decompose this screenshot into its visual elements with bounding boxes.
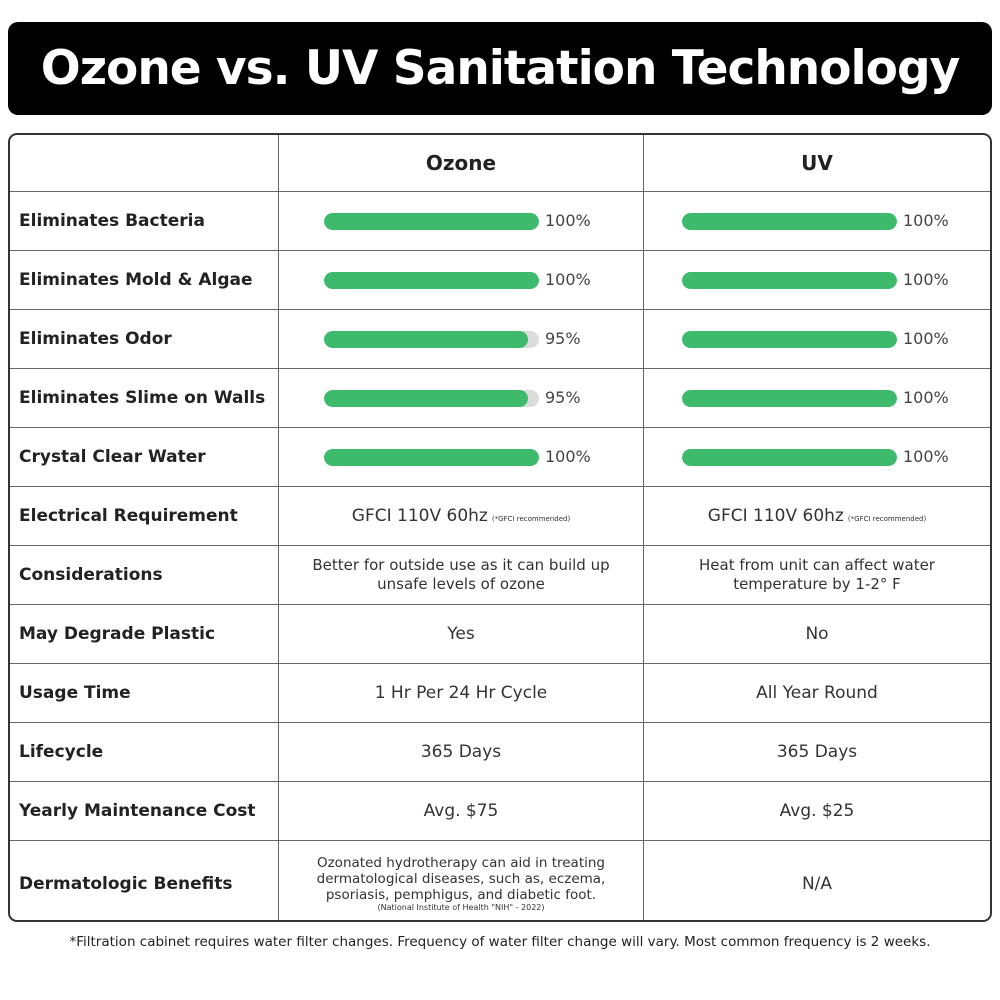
- bar: [324, 330, 529, 348]
- cell-note: (*GFCI recommended): [491, 514, 571, 523]
- value-cell: Yes: [279, 605, 644, 664]
- value-cell: 100%: [644, 428, 990, 487]
- cell-text: Yes: [447, 623, 475, 644]
- cell-text: GFCI 110V 60hz: [707, 505, 844, 526]
- cell-text: 1 Hr Per 24 Hr Cycle: [374, 682, 548, 703]
- bar-track: [324, 212, 539, 230]
- value-label: 95%: [545, 328, 581, 348]
- value-cell: 100%: [644, 251, 990, 310]
- value-cell: 1 Hr Per 24 Hr Cycle: [279, 664, 644, 723]
- cell-text: Heat from unit can affect water temperat…: [699, 555, 935, 594]
- cell-text: Avg. $25: [779, 800, 855, 821]
- bar-track: [682, 271, 897, 289]
- value-cell: All Year Round: [644, 664, 990, 723]
- bar: [324, 212, 539, 230]
- cell-text: Better for outside use as it can build u…: [312, 555, 610, 594]
- title: Ozone vs. UV Sanitation Technology: [8, 22, 992, 115]
- row-label: Crystal Clear Water: [10, 428, 279, 487]
- bar: [682, 330, 897, 348]
- value-label: 100%: [545, 269, 591, 289]
- cell-text: All Year Round: [756, 682, 878, 703]
- value-label: 100%: [545, 210, 591, 230]
- cell-text: 365 Days: [420, 741, 502, 762]
- bar-track: [324, 330, 539, 348]
- value-label: 100%: [903, 210, 949, 230]
- row-label: Electrical Requirement: [10, 487, 279, 546]
- value-cell: GFCI 110V 60hz (*GFCI recommended): [279, 487, 644, 546]
- value-cell: Ozonated hydrotherapy can aid in treatin…: [279, 841, 644, 920]
- value-cell: 365 Days: [279, 723, 644, 782]
- column-header: UV: [644, 135, 990, 192]
- bar-track: [324, 389, 539, 407]
- value-label: 100%: [903, 328, 949, 348]
- bar: [682, 389, 897, 407]
- column-header: Ozone: [279, 135, 644, 192]
- bar: [324, 448, 539, 466]
- value-cell: 100%: [279, 251, 644, 310]
- bar-track: [324, 271, 539, 289]
- bar: [682, 448, 897, 466]
- cell-text: Ozonated hydrotherapy can aid in treatin…: [316, 854, 606, 903]
- cell-text: Avg. $75: [423, 800, 499, 821]
- value-cell: Avg. $75: [279, 782, 644, 841]
- row-label: May Degrade Plastic: [10, 605, 279, 664]
- value-cell: Heat from unit can affect water temperat…: [644, 546, 990, 605]
- value-cell: 100%: [279, 192, 644, 251]
- value-cell: 100%: [279, 428, 644, 487]
- row-label: Considerations: [10, 546, 279, 605]
- bar-track: [682, 448, 897, 466]
- value-cell: Avg. $25: [644, 782, 990, 841]
- value-cell: 100%: [644, 192, 990, 251]
- bar: [682, 271, 897, 289]
- bar: [324, 271, 539, 289]
- comparison-table: Ozone UV Eliminates Bacteria 100% 100% Elimin…: [8, 133, 992, 922]
- bar: [324, 389, 529, 407]
- bar-track: [324, 448, 539, 466]
- value-label: 95%: [545, 387, 581, 407]
- value-label: 100%: [903, 446, 949, 466]
- header-blank: [10, 135, 279, 192]
- row-label: Usage Time: [10, 664, 279, 723]
- value-cell: 95%: [279, 369, 644, 428]
- value-cell: GFCI 110V 60hz (*GFCI recommended): [644, 487, 990, 546]
- value-cell: No: [644, 605, 990, 664]
- cell-source: (National Institute of Health "NIH" - 20…: [377, 903, 545, 913]
- bar-track: [682, 389, 897, 407]
- value-cell: Better for outside use as it can build u…: [279, 546, 644, 605]
- cell-text: 365 Days: [776, 741, 858, 762]
- value-cell: 100%: [644, 310, 990, 369]
- footnote: *Filtration cabinet requires water filte…: [69, 934, 931, 950]
- row-label: Eliminates Mold & Algae: [10, 251, 279, 310]
- value-cell: 365 Days: [644, 723, 990, 782]
- value-label: 100%: [903, 387, 949, 407]
- row-label: Lifecycle: [10, 723, 279, 782]
- row-label: Eliminates Slime on Walls: [10, 369, 279, 428]
- cell-note: (*GFCI recommended): [847, 514, 927, 523]
- bar: [682, 212, 897, 230]
- cell-line: GFCI 110V 60hz (*GFCI recommended): [708, 505, 926, 527]
- row-label: Eliminates Odor: [10, 310, 279, 369]
- row-label: Eliminates Bacteria: [10, 192, 279, 251]
- row-label: Yearly Maintenance Cost: [10, 782, 279, 841]
- bar-track: [682, 212, 897, 230]
- cell-text: N/A: [801, 873, 833, 894]
- row-label: Dermatologic Benefits: [10, 841, 279, 920]
- value-label: 100%: [545, 446, 591, 466]
- value-cell: 95%: [279, 310, 644, 369]
- bar-track: [682, 330, 897, 348]
- cell-text: No: [805, 623, 829, 644]
- cell-text: GFCI 110V 60hz: [351, 505, 488, 526]
- value-cell: N/A: [644, 841, 990, 920]
- value-label: 100%: [903, 269, 949, 289]
- cell-line: GFCI 110V 60hz (*GFCI recommended): [352, 505, 570, 527]
- value-cell: 100%: [644, 369, 990, 428]
